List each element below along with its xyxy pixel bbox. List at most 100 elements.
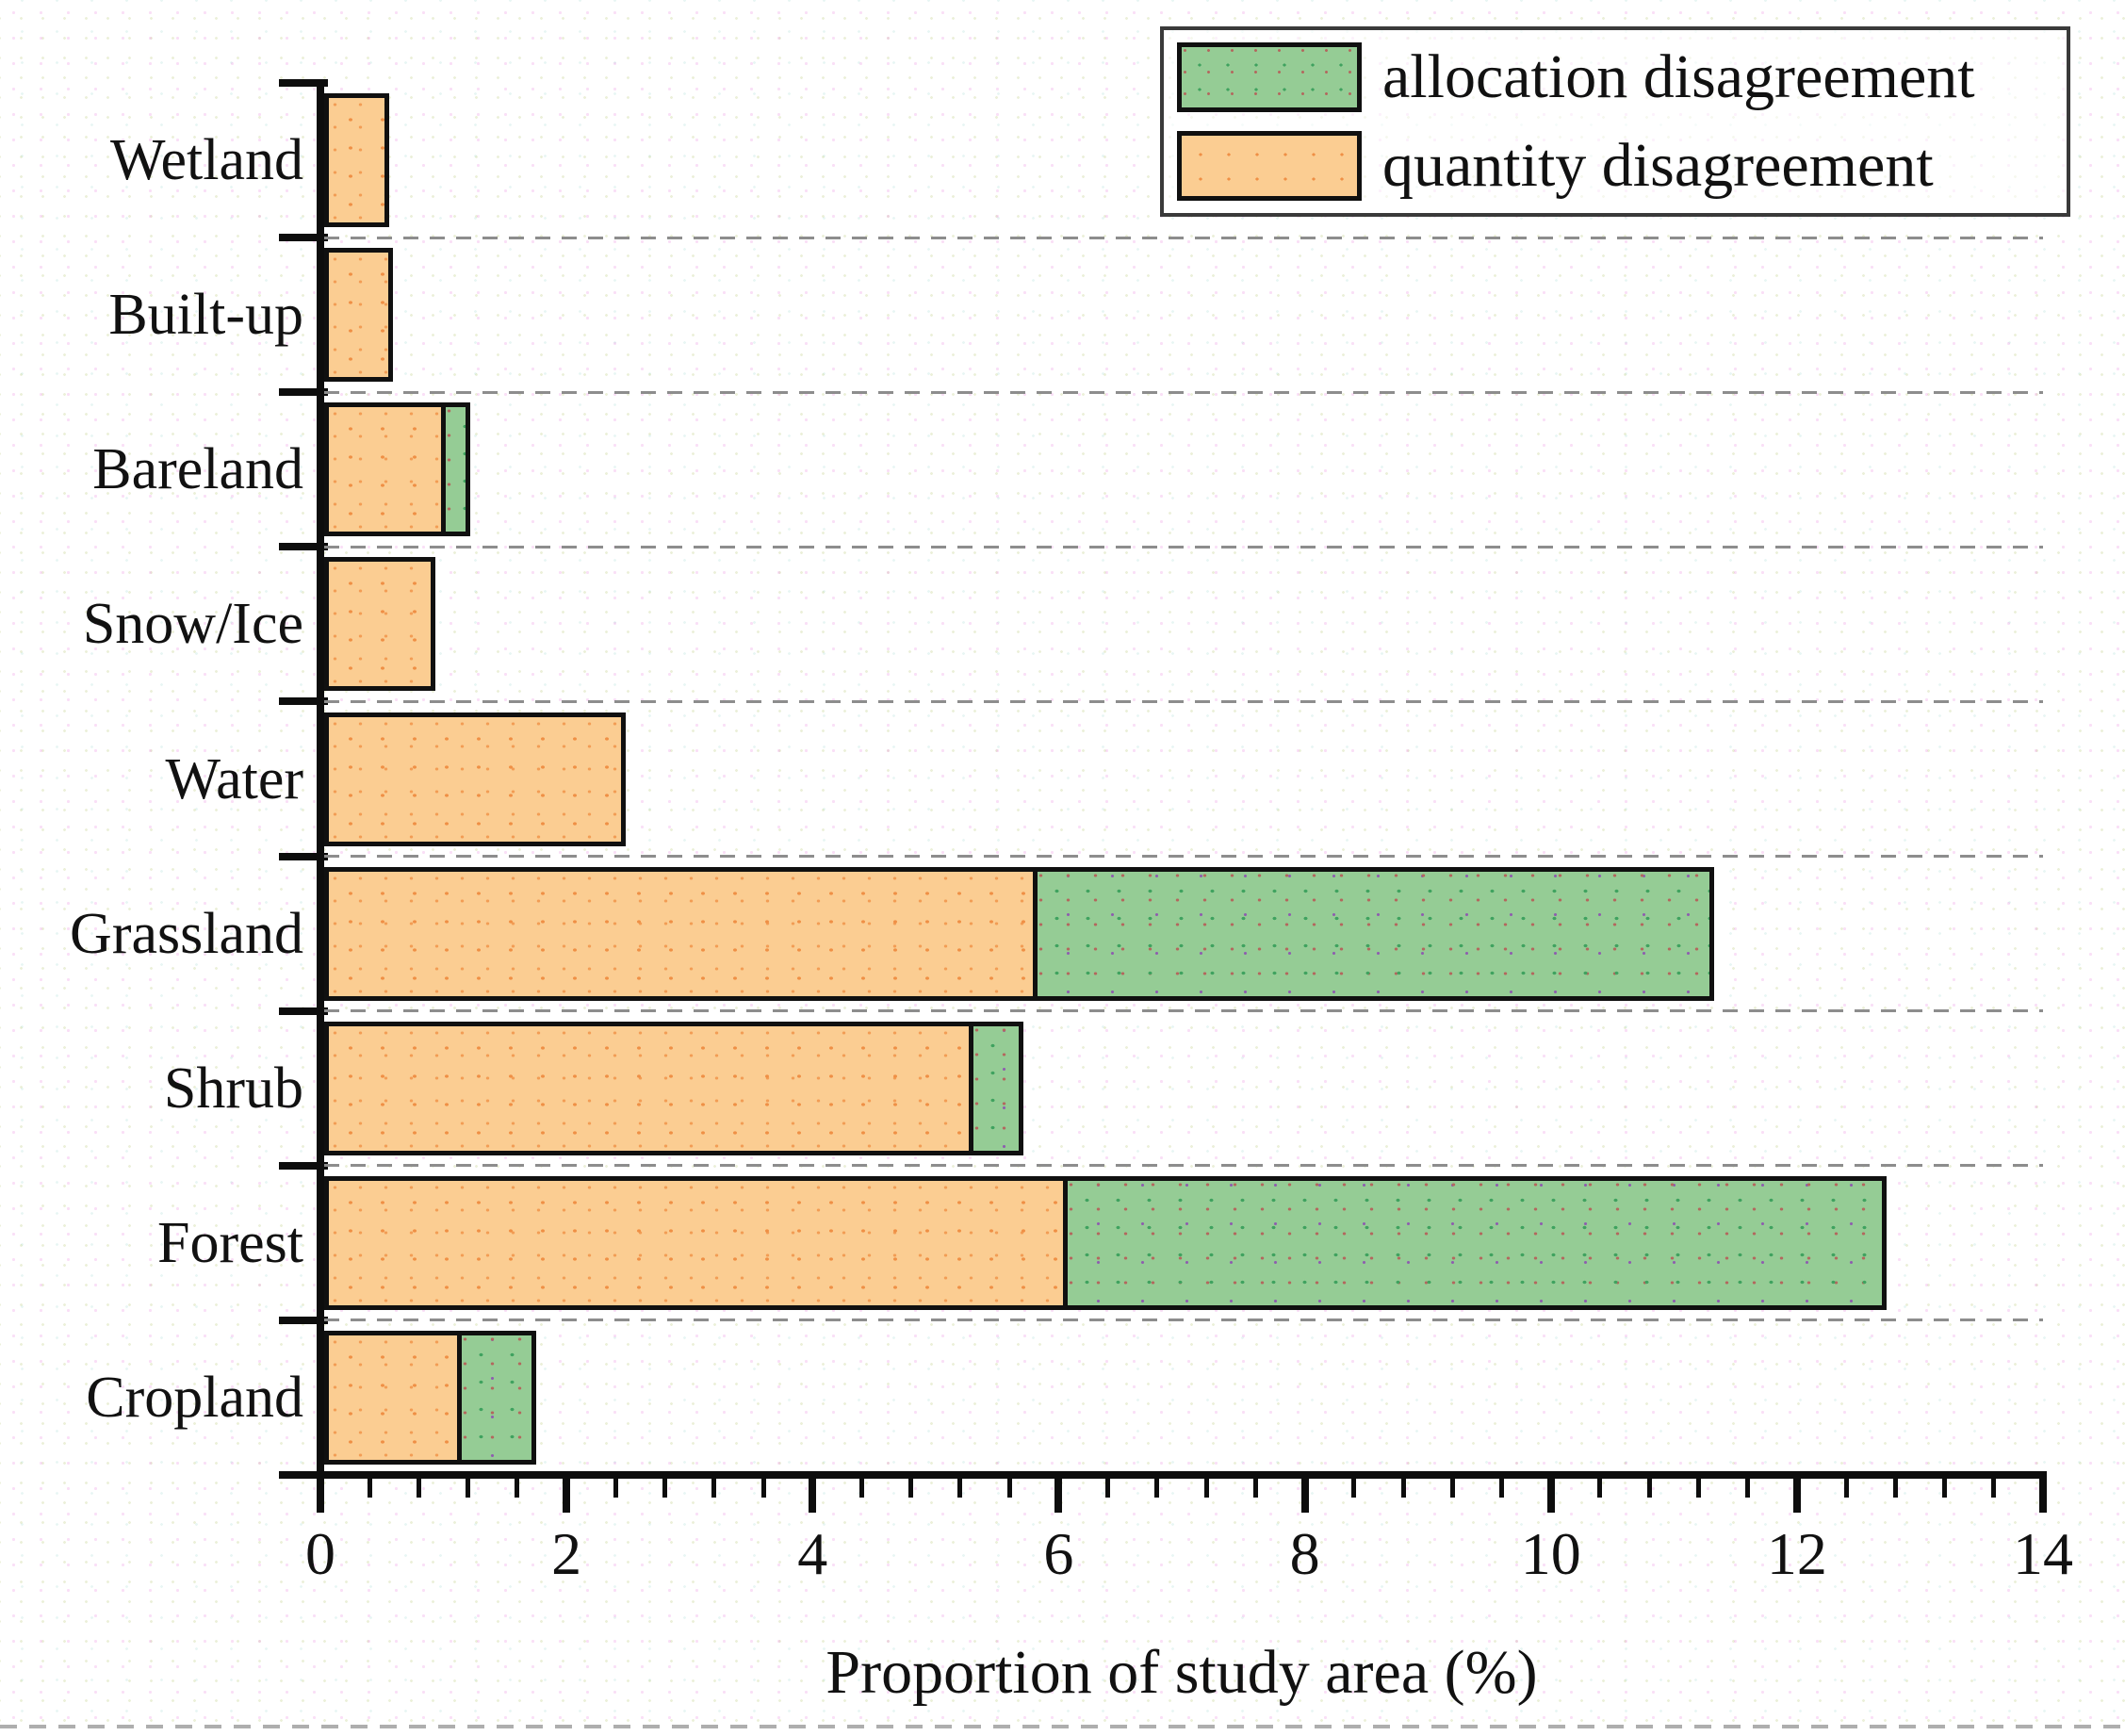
bar-snow-ice xyxy=(324,557,435,692)
y-axis-tick xyxy=(279,1161,328,1170)
bar-forest xyxy=(324,1175,1887,1310)
x-axis-tick-minor xyxy=(1892,1479,1898,1498)
category-gridline xyxy=(324,545,2043,549)
bar-wetland xyxy=(324,93,389,228)
y-axis-tick xyxy=(279,1007,328,1015)
x-axis-tick-minor xyxy=(416,1479,421,1498)
category-gridline xyxy=(324,699,2043,703)
x-axis-tick-minor xyxy=(957,1479,963,1498)
category-label-grassland: Grassland xyxy=(70,901,303,966)
x-axis-tick-minor xyxy=(1745,1479,1751,1498)
category-label-water: Water xyxy=(165,746,303,811)
legend-label-quantity: quantity disagreement xyxy=(1382,131,1934,200)
x-axis-tick-major xyxy=(317,1479,324,1513)
legend-row-quantity: quantity disagreement xyxy=(1177,127,2067,205)
y-axis-tick xyxy=(279,234,328,242)
bar-shrub xyxy=(324,1021,1023,1155)
x-axis-tick-minor xyxy=(1006,1479,1012,1498)
quantity-segment-grassland xyxy=(329,871,1033,996)
legend-row-allocation: allocation disagreement xyxy=(1177,39,2067,116)
x-axis-tick-minor xyxy=(1843,1479,1849,1498)
x-tick-label: 14 xyxy=(2013,1520,2073,1587)
quantity-segment-cropland xyxy=(329,1335,458,1460)
y-axis-tick xyxy=(279,388,328,397)
x-tick-label: 6 xyxy=(1043,1520,1074,1587)
x-tick-label: 12 xyxy=(1766,1520,1827,1587)
x-axis-tick-minor xyxy=(908,1479,914,1498)
x-axis-tick-minor xyxy=(859,1479,864,1498)
bar-bareland xyxy=(324,402,470,537)
y-axis-tick xyxy=(279,1316,328,1324)
allocation-segment-bareland xyxy=(441,407,466,532)
x-axis-tick-major xyxy=(1300,1479,1309,1513)
quantity-segment-built-up xyxy=(329,253,388,378)
quantity-segment-snow-ice xyxy=(329,562,431,687)
x-axis-tick-major xyxy=(1792,1479,1801,1513)
y-axis-tick xyxy=(279,697,328,706)
y-axis-tick xyxy=(279,1471,328,1479)
x-axis-tick-minor xyxy=(466,1479,471,1498)
x-axis-tick-minor xyxy=(613,1479,618,1498)
allocation-segment-forest xyxy=(1062,1180,1882,1305)
x-axis-tick-major xyxy=(809,1479,817,1513)
x-axis xyxy=(317,1471,2047,1479)
x-axis-tick-minor xyxy=(1252,1479,1258,1498)
legend-box: allocation disagreement quantity disagre… xyxy=(1160,26,2070,217)
x-axis-tick-minor xyxy=(367,1479,372,1498)
x-axis-tick-minor xyxy=(1400,1479,1406,1498)
y-axis-tick xyxy=(279,543,328,551)
category-gridline xyxy=(324,1164,2043,1168)
x-axis-tick-minor xyxy=(662,1479,668,1498)
quantity-segment-shrub xyxy=(329,1025,970,1151)
category-gridline xyxy=(324,1318,2043,1322)
x-axis-tick-minor xyxy=(1498,1479,1504,1498)
x-axis-tick-minor xyxy=(1991,1479,1997,1498)
bar-built-up xyxy=(324,248,393,383)
x-axis-tick-major xyxy=(563,1479,571,1513)
quantity-segment-wetland xyxy=(329,98,384,223)
y-axis-tick xyxy=(279,79,328,87)
y-axis xyxy=(317,83,324,1479)
x-axis-tick-major xyxy=(1546,1479,1555,1513)
bar-grassland xyxy=(324,866,1714,1001)
allocation-swatch-icon xyxy=(1177,42,1362,112)
allocation-segment-shrub xyxy=(969,1025,1019,1151)
x-axis-tick-minor xyxy=(711,1479,717,1498)
legend-label-allocation: allocation disagreement xyxy=(1382,42,1975,111)
category-label-forest: Forest xyxy=(157,1210,303,1275)
bar-water xyxy=(324,712,626,846)
x-axis-tick-major xyxy=(2039,1479,2047,1513)
quantity-segment-forest xyxy=(329,1180,1063,1305)
category-label-shrub: Shrub xyxy=(163,1056,303,1121)
x-axis-tick-minor xyxy=(515,1479,520,1498)
bar-cropland xyxy=(324,1330,536,1465)
category-label-snow-ice: Snow/Ice xyxy=(82,592,303,657)
x-axis-tick-minor xyxy=(1154,1479,1160,1498)
x-axis-title: Proportion of study area (%) xyxy=(825,1638,1538,1707)
category-label-cropland: Cropland xyxy=(86,1365,303,1430)
x-tick-label: 2 xyxy=(551,1520,582,1587)
allocation-segment-cropland xyxy=(457,1335,531,1460)
x-axis-tick-minor xyxy=(1597,1479,1603,1498)
x-axis-tick-major xyxy=(1054,1479,1063,1513)
x-axis-tick-minor xyxy=(760,1479,766,1498)
quantity-swatch-icon xyxy=(1177,131,1362,201)
x-axis-tick-minor xyxy=(1646,1479,1652,1498)
quantity-segment-water xyxy=(329,716,621,842)
allocation-segment-grassland xyxy=(1032,871,1709,996)
x-axis-tick-minor xyxy=(1449,1479,1455,1498)
category-gridline xyxy=(324,236,2043,239)
category-gridline xyxy=(324,1009,2043,1013)
category-label-wetland: Wetland xyxy=(109,128,303,193)
x-axis-tick-minor xyxy=(1105,1479,1111,1498)
x-axis-tick-minor xyxy=(1695,1479,1701,1498)
x-axis-tick-minor xyxy=(1942,1479,1948,1498)
category-label-bareland: Bareland xyxy=(92,437,303,502)
y-axis-tick xyxy=(279,852,328,860)
x-tick-label: 4 xyxy=(797,1520,828,1587)
x-tick-label: 0 xyxy=(305,1520,335,1587)
bottom-dashed-line xyxy=(0,1725,2125,1728)
x-axis-tick-minor xyxy=(1203,1479,1209,1498)
x-tick-label: 8 xyxy=(1289,1520,1320,1587)
